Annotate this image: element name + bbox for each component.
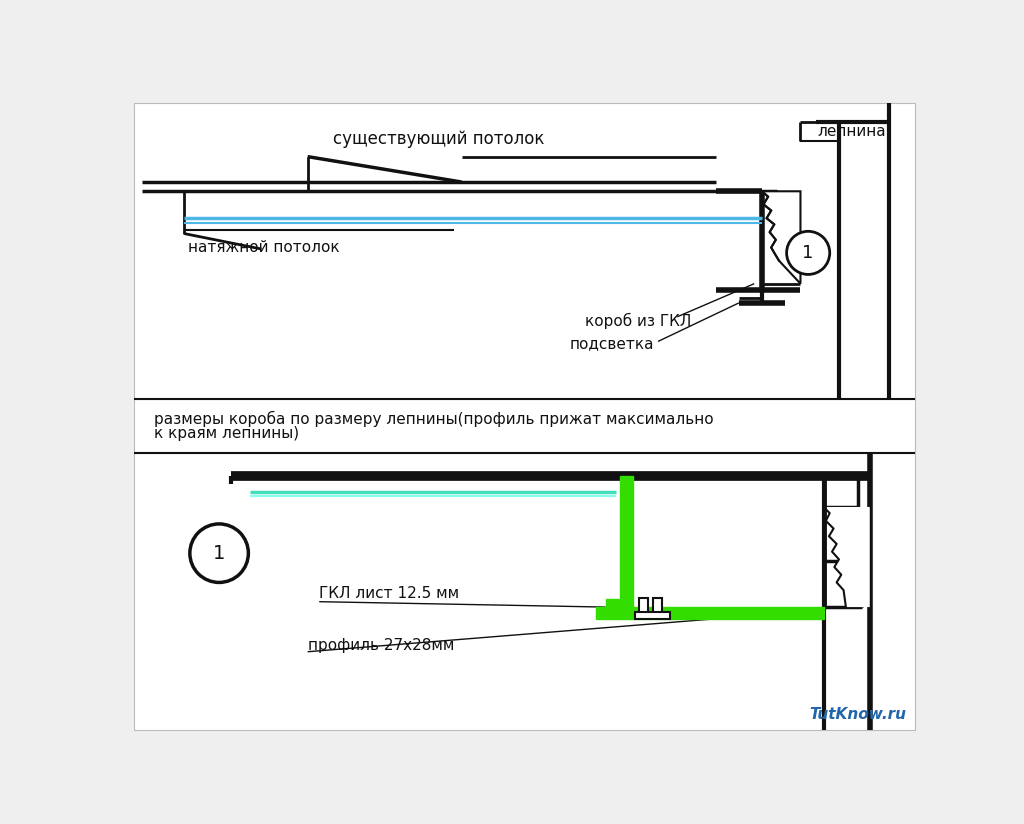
Polygon shape — [762, 191, 801, 283]
Polygon shape — [823, 507, 869, 607]
Text: лепнина: лепнина — [817, 124, 886, 138]
Text: натяжной потолок: натяжной потолок — [188, 240, 340, 255]
Text: подсветка: подсветка — [569, 336, 654, 351]
Text: ГКЛ лист 12.5 мм: ГКЛ лист 12.5 мм — [319, 587, 460, 602]
Bar — [134, 103, 915, 399]
Bar — [134, 453, 915, 730]
Bar — [134, 399, 915, 453]
Bar — [605, 599, 620, 610]
Text: короб из ГКЛ: короб из ГКЛ — [585, 313, 691, 329]
Text: существующий потолок: существующий потолок — [333, 130, 544, 148]
Circle shape — [189, 524, 249, 583]
Bar — [620, 476, 634, 611]
Text: TutKnow.ru: TutKnow.ru — [810, 707, 906, 723]
Bar — [596, 607, 823, 620]
Bar — [639, 598, 648, 613]
Text: размеры короба по размеру лепнины(профиль прижат максимально: размеры короба по размеру лепнины(профил… — [154, 410, 714, 427]
Text: 1: 1 — [213, 544, 225, 563]
Bar — [635, 611, 670, 620]
Circle shape — [786, 232, 829, 274]
Bar — [652, 598, 662, 613]
Text: к краям лепнины): к краям лепнины) — [154, 426, 299, 441]
Text: 1: 1 — [803, 244, 814, 262]
Text: профиль 27х28мм: профиль 27х28мм — [307, 638, 454, 653]
